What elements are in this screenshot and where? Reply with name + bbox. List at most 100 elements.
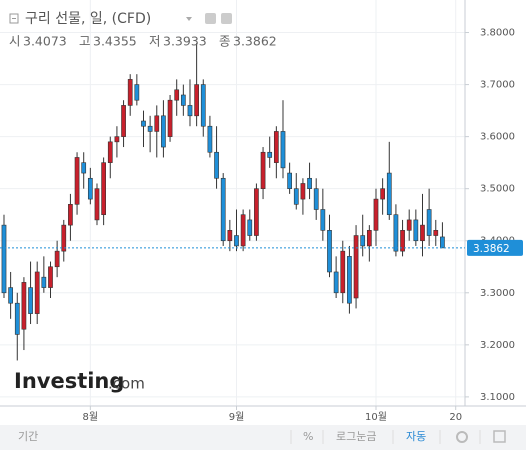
ohlc: 시 3.4073 고 3.4355 저 3.3933 종 3.3862 (9, 34, 277, 49)
candle-body (366, 230, 372, 247)
candle-body (386, 172, 392, 216)
candle-body (94, 188, 100, 221)
candle-body (81, 162, 87, 174)
y-tick-label: 3.2000 (480, 340, 515, 351)
candle-body (54, 250, 60, 268)
candle-body (147, 125, 153, 132)
candle-body (313, 188, 319, 210)
candle-body (167, 99, 173, 137)
ohlc-value: 3.4073 (23, 34, 67, 49)
settings-icon[interactable] (205, 13, 216, 24)
candle-body (161, 115, 166, 148)
candle-body (267, 151, 273, 158)
settings-icon[interactable] (221, 13, 232, 24)
watermark: Investing .com (14, 369, 145, 393)
ohlc-value: 3.3933 (163, 34, 207, 49)
candle-body (360, 235, 366, 247)
candle-body (74, 157, 80, 205)
x-tick-label: 10월 (365, 411, 387, 423)
candle-body (1, 224, 7, 294)
candles (1, 42, 445, 361)
candle-body (400, 230, 405, 252)
candle-body (214, 151, 219, 179)
candle-body (207, 125, 213, 153)
toolbar-button[interactable]: % (303, 430, 313, 443)
candle-body (307, 177, 312, 189)
candle-body (134, 84, 140, 101)
candle-body (293, 188, 299, 205)
toolbar-bg (0, 425, 526, 450)
fullscreen-button[interactable] (493, 430, 506, 443)
candle-body (174, 89, 180, 101)
toolbar-button[interactable]: 자동 (406, 430, 426, 443)
y-tick-label: 3.7000 (480, 80, 515, 91)
y-tick-label: 3.8000 (480, 28, 515, 39)
logo-text: Investing (14, 369, 124, 393)
candle-body (21, 282, 27, 330)
x-tick-label: 9월 (229, 411, 245, 423)
candle-body (353, 235, 359, 299)
candle-body (227, 230, 233, 242)
last-price-label: 3.3862 (473, 243, 510, 255)
header: 구리 선물, 일, (CFD) 시 3.4073 고 3.4355 저 3.3933 종 3.… (9, 11, 277, 49)
settings-button[interactable] (456, 431, 468, 443)
candle-body (68, 204, 73, 226)
candle-body (87, 177, 93, 200)
candle-body (107, 141, 113, 163)
y-tick-label: 3.1000 (480, 392, 515, 403)
dropdown-icon[interactable] (186, 17, 192, 21)
candle-body (48, 266, 53, 288)
ohlc-label: 고 (79, 34, 91, 49)
candle-body (61, 224, 67, 252)
candle-body (413, 219, 419, 242)
candle-body (373, 198, 379, 231)
chart-title: 구리 선물, 일, (CFD) (25, 11, 151, 27)
candle-body (287, 172, 292, 189)
last-price-box (467, 239, 523, 256)
y-tick-label: 3.5000 (480, 184, 515, 195)
candle-body (426, 209, 432, 236)
candle-body (273, 131, 279, 163)
candle-body (200, 84, 206, 127)
candle-body (14, 302, 20, 335)
candle-body (8, 287, 13, 304)
candle-body (194, 84, 199, 117)
candle-body (101, 162, 106, 216)
candle-body (393, 214, 399, 252)
toolbar-button[interactable]: 기간 (18, 430, 38, 443)
candle-body (240, 214, 246, 247)
y-tick-label: 3.6000 (480, 132, 515, 143)
candle-body (333, 271, 339, 294)
candle-body (154, 115, 160, 132)
collapse-icon[interactable] (9, 13, 19, 24)
candle-body (180, 94, 186, 106)
candle-body (347, 256, 352, 304)
ohlc-value: 3.3862 (233, 34, 277, 49)
candle-body (440, 236, 445, 249)
candle-body (41, 276, 47, 288)
candle-body (127, 79, 133, 106)
candle-body (300, 183, 306, 200)
candle-body (260, 151, 266, 189)
candle-body (141, 120, 146, 127)
x-tick-label: 8월 (83, 411, 99, 423)
y-tick-label: 3.3000 (480, 288, 515, 299)
toolbar: 기간 % 로그눈금 자동 (0, 425, 526, 450)
candle-body (406, 219, 412, 231)
candle-body (320, 209, 326, 231)
ohlc-label: 저 (149, 34, 161, 49)
candle-body (247, 219, 253, 236)
candle-body (327, 230, 332, 273)
toolbar-button[interactable]: 로그눈금 (336, 430, 376, 443)
candle-body (433, 230, 439, 236)
axes: 3.10003.20003.30003.40003.50003.60003.70… (0, 28, 523, 423)
candle-body (187, 105, 193, 117)
candle-body (220, 177, 226, 242)
candle-body (254, 188, 259, 236)
candle-body (28, 287, 33, 314)
candle-body (34, 271, 40, 314)
candle-body (114, 136, 120, 143)
candle-body (280, 131, 286, 169)
